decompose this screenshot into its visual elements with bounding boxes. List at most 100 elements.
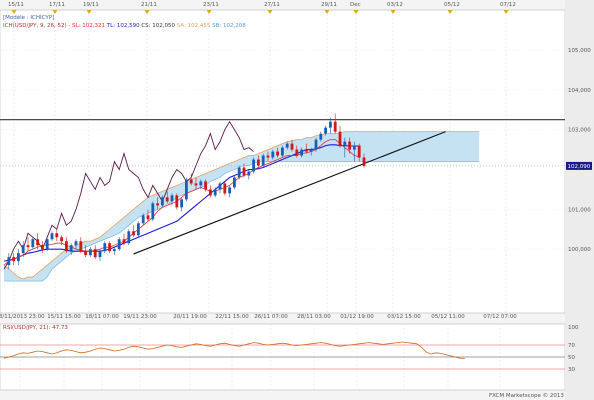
candle-body (108, 243, 111, 252)
bottom-date-label: 19/11 23:00 (123, 314, 157, 320)
candle-body (60, 237, 63, 242)
date-marker-icon (447, 10, 453, 14)
candle-body (357, 145, 361, 158)
trend-line (133, 131, 446, 255)
price-tick-label: 101,000 (568, 207, 591, 213)
candle-body (141, 215, 145, 224)
indicator-value: TL: 102,590 (105, 23, 140, 29)
candle-body (185, 179, 188, 200)
candle-body (45, 239, 49, 250)
indicator-label: RSI(USD/JPY, 21): 47,73 (3, 325, 68, 331)
candle-body (180, 199, 183, 208)
indicator-value: SA: 102,455 (175, 23, 211, 29)
date-marker-icon (390, 10, 396, 14)
price-axis-panel (565, 0, 594, 400)
top-date-label: 21/11 (141, 2, 157, 8)
last-price-badge (566, 161, 592, 170)
candle-body (305, 149, 308, 152)
candle-body (98, 251, 102, 258)
indicator-value: ICH(USD/JPY, 9, 26, 52) - (3, 23, 72, 29)
date-marker-icon (86, 10, 92, 14)
candle-body (237, 167, 241, 178)
candle-body (247, 171, 251, 176)
candle-body (175, 195, 179, 208)
ichimoku-cloud (4, 131, 480, 282)
indicator-value: SB: 102,208 (210, 23, 246, 29)
candle-body (252, 159, 255, 172)
candle-body (343, 141, 347, 146)
top-date-label: 19/11 (83, 2, 99, 8)
candle-body (26, 245, 30, 248)
candle-body (79, 241, 83, 252)
candle-body (199, 181, 203, 186)
bottom-date-label: 15/11 15:00 (47, 314, 81, 320)
candle-body (12, 257, 15, 262)
bottom-date-label: 18/11 07:00 (85, 314, 119, 320)
candle-body (281, 147, 284, 156)
bottom-date-label: 20/11 19:00 (173, 314, 207, 320)
indicator-tick-label: 50 (568, 355, 575, 361)
bottom-date-label: 28/11 03:00 (297, 314, 331, 320)
candle-body (50, 233, 54, 240)
candle-body (161, 197, 164, 206)
candle-body (84, 251, 87, 256)
candle-body (113, 249, 116, 252)
top-date-label: 17/11 (49, 2, 65, 8)
candle-body (36, 239, 39, 246)
date-marker-icon (52, 10, 58, 14)
candle-body (295, 149, 299, 156)
candle-body (285, 143, 289, 148)
date-marker-icon (324, 10, 330, 14)
candle-body (21, 245, 25, 254)
candle-body (333, 121, 337, 132)
template-label: [Modèle : ICHICYP] (3, 14, 54, 21)
candle-body (300, 149, 303, 156)
last-price-text: 102,090 (568, 164, 591, 170)
candle-body (266, 155, 270, 158)
price-tick-label: 103,000 (568, 128, 591, 134)
top-date-label: 27/11 (264, 2, 280, 8)
candle-body (146, 215, 150, 220)
candle-body (117, 239, 121, 250)
bottom-date-label: 03/12 15:00 (387, 314, 421, 320)
candle-body (103, 243, 107, 252)
top-date-label: 05/12 (444, 2, 460, 8)
candle-body (69, 245, 73, 252)
candle-body (314, 139, 318, 150)
candle-body (122, 239, 126, 244)
candle-body (324, 127, 327, 134)
indicator-value: CS: 102,050 (140, 23, 176, 29)
candle-body (137, 223, 140, 236)
candle-body (257, 159, 260, 166)
price-tick-label: 105,000 (568, 48, 591, 54)
candle-body (194, 183, 198, 186)
candle-body (132, 231, 135, 236)
candle-body (209, 189, 212, 196)
kijun-sen-line (3, 144, 360, 262)
candle-body (189, 179, 193, 184)
candle-body (362, 157, 366, 166)
candle-body (271, 151, 275, 158)
chikou-span-line (3, 120, 254, 270)
rsi-line (3, 341, 465, 359)
candle-body (7, 257, 11, 266)
date-marker-icon (503, 10, 509, 14)
indicator-tick-label: 70 (568, 343, 575, 349)
candle-body (165, 197, 169, 202)
candle-body (309, 149, 313, 152)
candle-body (228, 187, 231, 194)
candle-body (127, 231, 131, 244)
watermark: FXCM Marketscope © 2013 (489, 392, 564, 399)
candle-body (276, 151, 279, 156)
price-tick-label: 100,000 (568, 247, 591, 253)
candle-body (65, 241, 68, 252)
candle-body (213, 189, 217, 196)
date-marker-icon (206, 10, 212, 14)
top-date-label: 29/11 (321, 2, 337, 8)
bottom-date-label: 01/12 19:00 (340, 314, 374, 320)
bottom-date-label: 22/11 15:00 (215, 314, 249, 320)
candle-body (233, 177, 236, 188)
candle-body (17, 253, 20, 262)
candle-body (170, 195, 174, 202)
